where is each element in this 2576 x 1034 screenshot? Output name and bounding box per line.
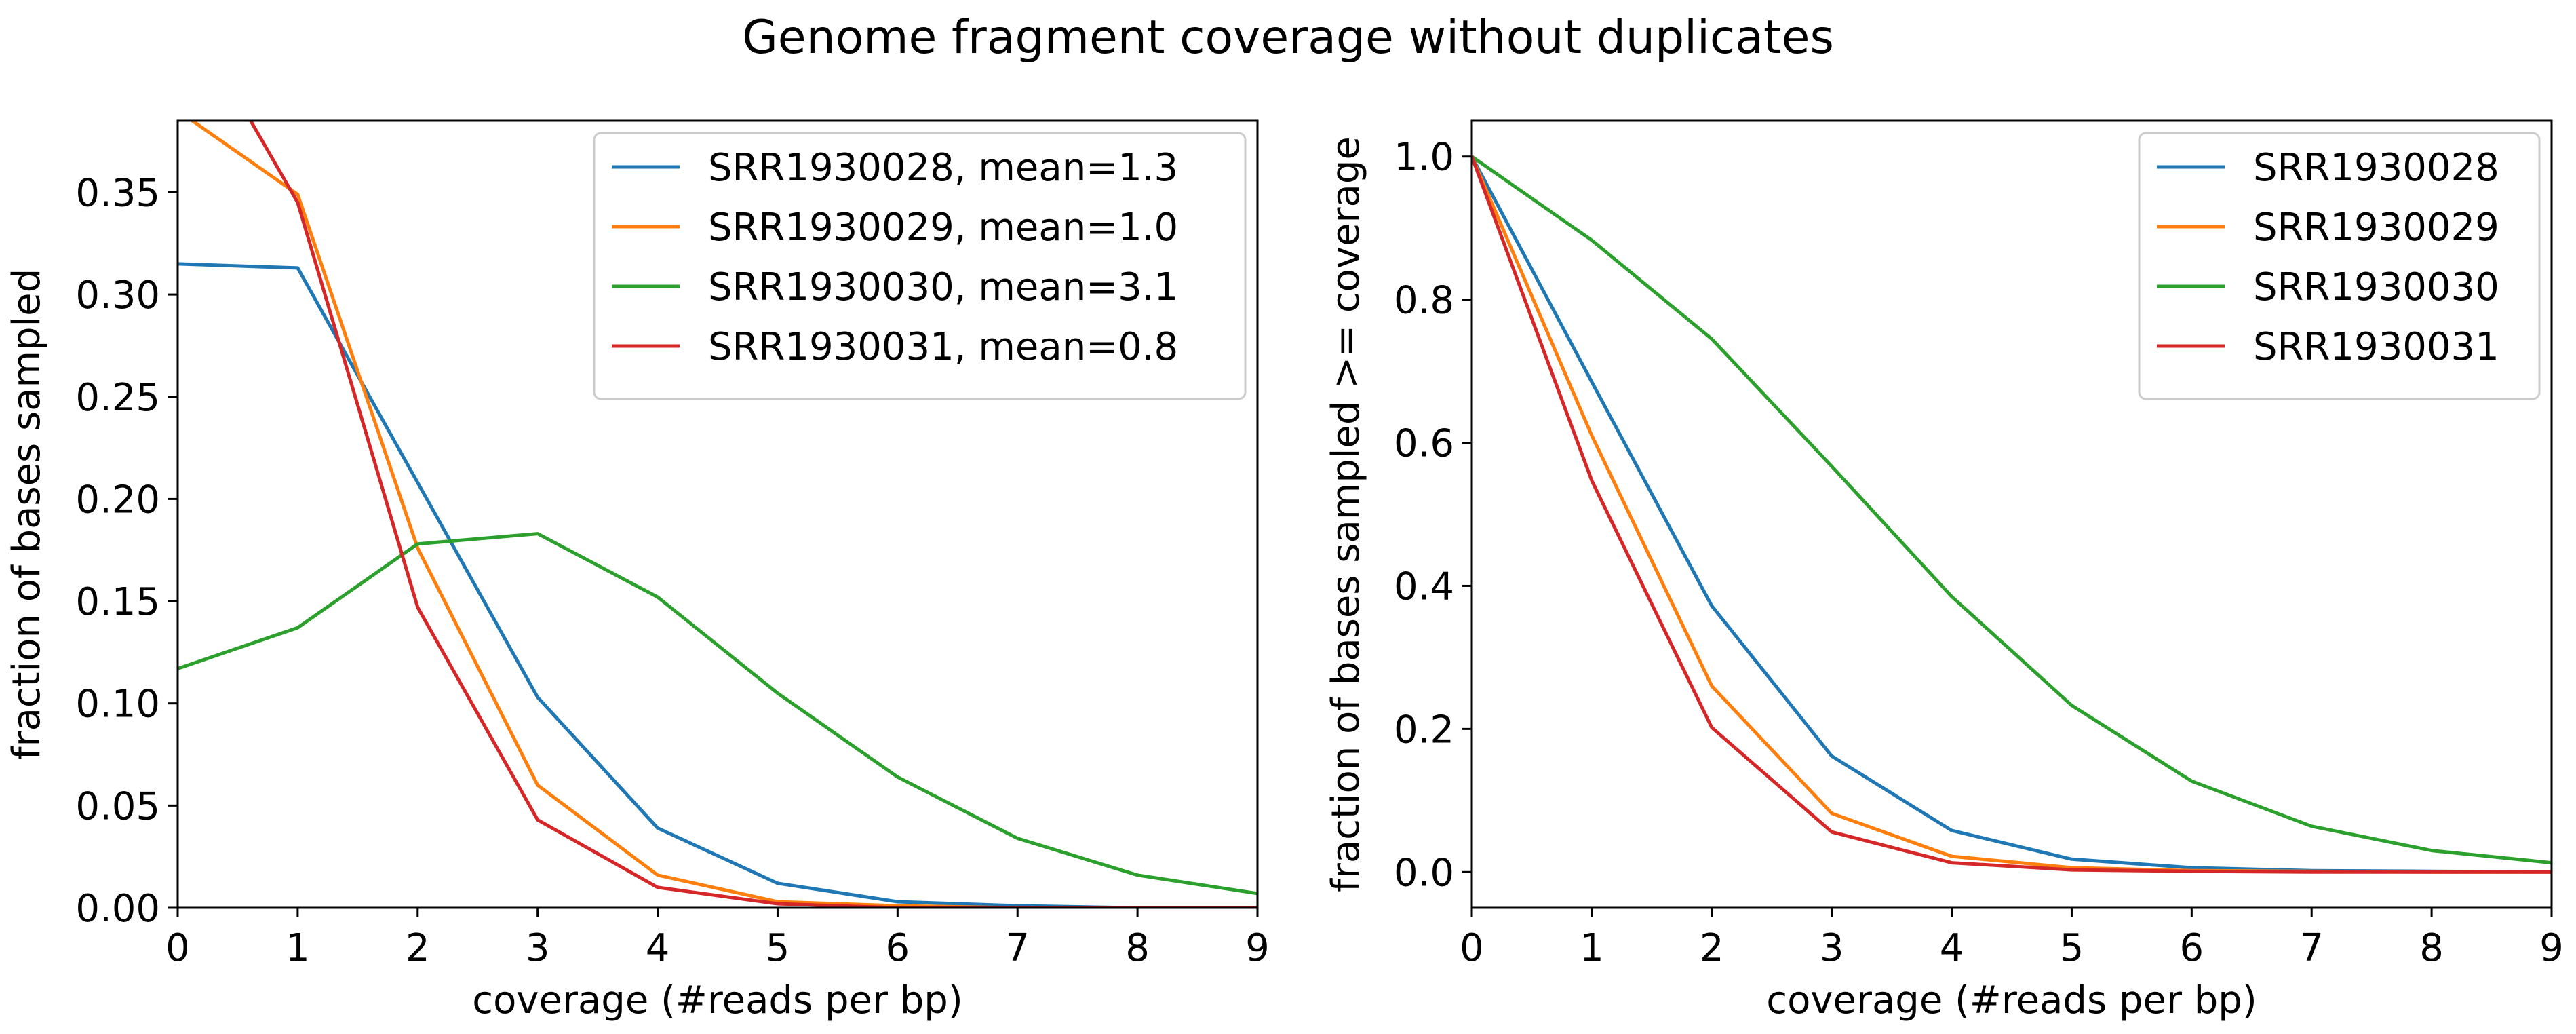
x-tick-label: 2 (406, 926, 430, 970)
y-tick-label: 1.0 (1394, 136, 1454, 180)
y-tick-label: 0.2 (1394, 708, 1454, 752)
subplot-2: 0 1 2 3 4 5 6 7 8 9 0.0 0.2 0.4 0.6 0.8 1.0 coverage (#r… (1324, 119, 2564, 1022)
legend: SRR1930028, mean=1.3 SRR1930029, mean=1.0… (593, 132, 1247, 400)
y-tick-label: 0.4 (1394, 564, 1454, 609)
x-tick-label: 0 (1460, 926, 1484, 970)
x-tick-label: 8 (1125, 926, 1150, 970)
legend-label: SRR1930030, mean=3.1 (708, 265, 1178, 309)
x-tick-label: 4 (646, 926, 670, 970)
legend-label: SRR1930029, mean=1.0 (708, 206, 1178, 250)
x-tick-label: 1 (1580, 926, 1604, 970)
x-tick-label: 4 (1940, 926, 1964, 970)
y-tick-label: 0.00 (75, 887, 160, 931)
x-tick-label: 9 (1245, 926, 1270, 970)
series-line-2 (189, 121, 1257, 908)
legend-label: SRR1930029 (2253, 206, 2499, 250)
y-axis-label: fraction of bases sampled >= coverage (1324, 136, 1368, 892)
x-tick-label: 8 (2419, 926, 2444, 970)
legend-label: SRR1930028 (2253, 146, 2499, 190)
figure-title: Genome fragment coverage without duplica… (742, 11, 1834, 64)
y-tick-label: 0.25 (75, 376, 160, 420)
series-group (1472, 154, 2552, 874)
y-tick-label: 0.10 (75, 683, 160, 727)
legend-box (2138, 132, 2541, 400)
y-tick-label: 0.20 (75, 478, 160, 522)
x-tick-label: 6 (886, 926, 910, 970)
subplot-1: 0 1 2 3 4 5 6 7 8 9 0.00 0.05 0.10 0.15 0.20 0.25 0.30 0.… (5, 119, 1270, 1022)
x-tick-label: 1 (286, 926, 310, 970)
y-tick-label: 0.05 (75, 784, 160, 828)
y-axis-label: fraction of bases sampled (5, 269, 49, 760)
y-tick-label: 0.30 (75, 273, 160, 318)
x-tick-label: 3 (526, 926, 550, 970)
x-axis-label: coverage (#reads per bp) (472, 978, 962, 1022)
x-tick-label: 3 (1820, 926, 1844, 970)
axes-frame (176, 119, 1259, 909)
legend: SRR1930028 SRR1930029 SRR1930030 SRR1930031 (2138, 132, 2541, 400)
legend-label: SRR1930030 (2253, 265, 2499, 309)
series-line-4 (1472, 154, 2552, 874)
x-tick-label: 6 (2180, 926, 2204, 970)
series-line-3 (178, 532, 1257, 896)
legend-label: SRR1930031 (2253, 325, 2499, 369)
y-tick-label: 0.6 (1394, 422, 1454, 466)
x-tick-label: 5 (2060, 926, 2084, 970)
x-tick-label: 7 (2299, 926, 2324, 970)
x-tick-label: 9 (2539, 926, 2564, 970)
legend-box (593, 132, 1247, 400)
x-tick-label: 5 (766, 926, 790, 970)
y-tick-label: 0.8 (1394, 279, 1454, 323)
legend-label: SRR1930028, mean=1.3 (708, 146, 1178, 190)
x-tick-label: 2 (1700, 926, 1724, 970)
axes-frame (1470, 119, 2553, 909)
y-tick-label: 0.15 (75, 580, 160, 624)
series-line-3 (1472, 154, 2552, 865)
legend-label: SRR1930031, mean=0.8 (708, 325, 1178, 369)
x-axis-label: coverage (#reads per bp) (1766, 978, 2257, 1022)
series-line-4 (248, 121, 1257, 908)
y-tick-label: 0.0 (1394, 851, 1454, 895)
x-tick-label: 0 (165, 926, 190, 970)
x-tick-label: 7 (1005, 926, 1030, 970)
y-tick-label: 0.35 (75, 171, 160, 215)
